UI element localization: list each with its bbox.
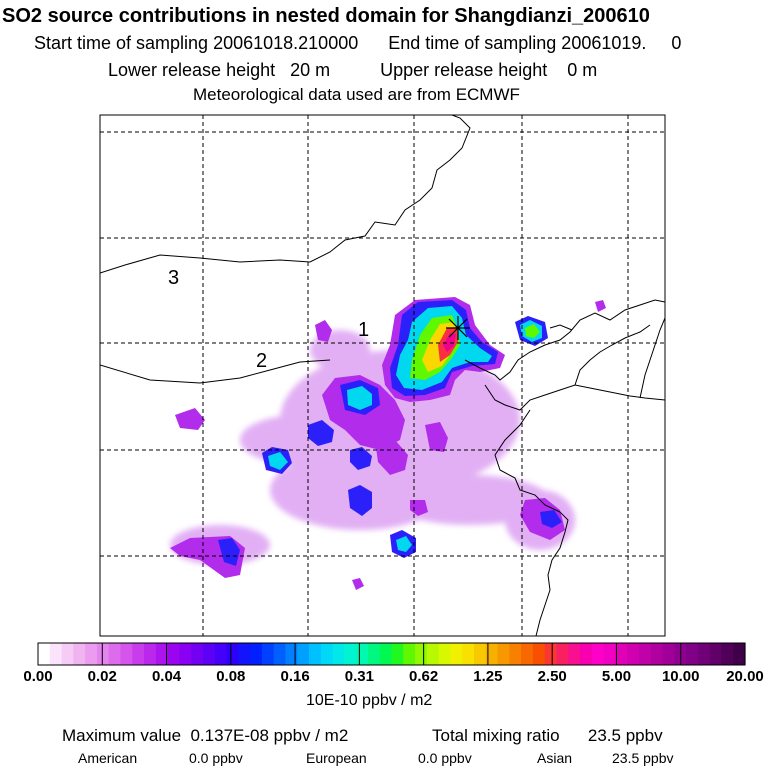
colorbar-cell — [473, 643, 487, 665]
plot-title: SO2 source contributions in nested domai… — [2, 5, 650, 27]
colorbar-cell — [250, 643, 263, 665]
colorbar-cell — [85, 643, 98, 665]
colorbar-ticks — [37, 643, 746, 665]
colorbar-cell — [391, 643, 404, 665]
colorbar-cell — [226, 643, 239, 665]
colorbar-cell — [297, 643, 310, 665]
colorbar-cell — [733, 643, 746, 665]
colorbar-cell — [273, 643, 287, 665]
colorbar-cell — [261, 643, 275, 665]
colorbar-cell — [120, 643, 133, 665]
plume-field — [100, 115, 665, 636]
met-data-source: Meteorological data used are from ECMWF — [193, 85, 520, 104]
colorbar-label: 0.62 — [409, 668, 439, 685]
colorbar-cell — [144, 643, 157, 665]
colorbar-cell — [238, 643, 251, 665]
colorbar-label: 0.08 — [216, 668, 246, 685]
colorbar-cell — [556, 643, 569, 665]
colorbar-cell — [686, 643, 699, 665]
colorbar-cell — [344, 643, 357, 665]
colorbar-cell — [662, 643, 675, 665]
asian-label: Asian — [537, 750, 573, 766]
region-label-1: 1 — [358, 319, 369, 341]
colorbar-label: 0.04 — [151, 668, 182, 685]
release-heights: Lower release height 20 m Upper release … — [108, 60, 598, 80]
colorbar-cell — [450, 643, 463, 665]
colorbar-cell — [49, 643, 63, 665]
colorbar-label: 0.16 — [280, 668, 310, 685]
european-label: European — [306, 750, 367, 766]
total-mixing-ratio: Total mixing ratio 23.5 ppbv — [432, 726, 663, 745]
american-label: American — [78, 750, 138, 766]
colorbar-cell — [38, 643, 51, 665]
colorbar-cell — [697, 643, 711, 665]
european-value: 0.0 ppbv — [418, 750, 472, 766]
plume-core-red — [438, 327, 458, 362]
colorbar-cell — [638, 643, 652, 665]
colorbar-cell — [367, 643, 381, 665]
colorbar-cell — [721, 643, 734, 665]
colorbar-cell — [356, 643, 369, 665]
colorbar-cell — [415, 643, 428, 665]
region-label-3: 3 — [168, 267, 179, 289]
colorbar-cell — [96, 643, 110, 665]
colorbar-label: 0.02 — [87, 668, 117, 685]
colorbar-cell — [191, 643, 204, 665]
colorbar-cell — [285, 643, 298, 665]
colorbar-cell — [603, 643, 616, 665]
colorbar-cell — [320, 643, 334, 665]
lat-lon-grid — [100, 115, 665, 636]
colorbar-cell — [214, 643, 228, 665]
colorbar-cell — [544, 643, 558, 665]
colorbar-cell — [379, 643, 393, 665]
map-frame — [99, 114, 666, 637]
colorbar-cell — [132, 643, 145, 665]
colorbar-cell — [426, 643, 440, 665]
star-marker — [446, 316, 470, 340]
colorbar-cell — [580, 643, 593, 665]
colorbar-label: 2.50 — [537, 668, 567, 685]
colorbar-cell — [650, 643, 664, 665]
colorbar-cell — [403, 643, 416, 665]
colorbar-label: 5.00 — [601, 668, 632, 685]
colorbar-cell — [509, 643, 522, 665]
colorbar-cell — [438, 643, 452, 665]
colorbar-cell — [485, 643, 499, 665]
colorbar-cell — [615, 643, 628, 665]
colorbar-cell — [591, 643, 605, 665]
coastlines — [100, 115, 665, 636]
colorbar-cell — [627, 643, 640, 665]
colorbar-cell — [61, 643, 74, 665]
sampling-times: Start time of sampling 20061018.210000 E… — [34, 33, 682, 53]
region-label-2: 2 — [256, 350, 267, 372]
colorbar-cell — [709, 643, 723, 665]
colorbar-cell — [568, 643, 581, 665]
american-value: 0.0 ppbv — [189, 750, 243, 766]
colorbar-cell — [309, 643, 322, 665]
colorbar-cell — [462, 643, 475, 665]
colorbar-units: 10E-10 ppbv / m2 — [306, 692, 433, 709]
colorbar-label: 0.00 — [23, 668, 53, 685]
colorbar-cell — [202, 643, 216, 665]
colorbar-label: 0.31 — [344, 668, 374, 685]
colorbar-cell — [332, 643, 345, 665]
colorbar-label: 10.00 — [661, 668, 700, 685]
colorbar-cell — [155, 643, 169, 665]
asian-value: 23.5 ppbv — [612, 750, 674, 766]
colorbar-cell — [167, 643, 180, 665]
colorbar-cell — [179, 643, 192, 665]
colorbar-cell — [532, 643, 546, 665]
colorbar-label: 20.00 — [726, 668, 764, 685]
maximum-value: Maximum value 0.137E-08 ppbv / m2 — [62, 726, 349, 745]
colorbar-cells — [38, 643, 746, 665]
colorbar-cell — [73, 643, 86, 665]
colorbar-cell — [521, 643, 534, 665]
colorbar-label: 1.25 — [473, 668, 503, 685]
colorbar-cell — [108, 643, 122, 665]
colorbar-cell — [497, 643, 510, 665]
